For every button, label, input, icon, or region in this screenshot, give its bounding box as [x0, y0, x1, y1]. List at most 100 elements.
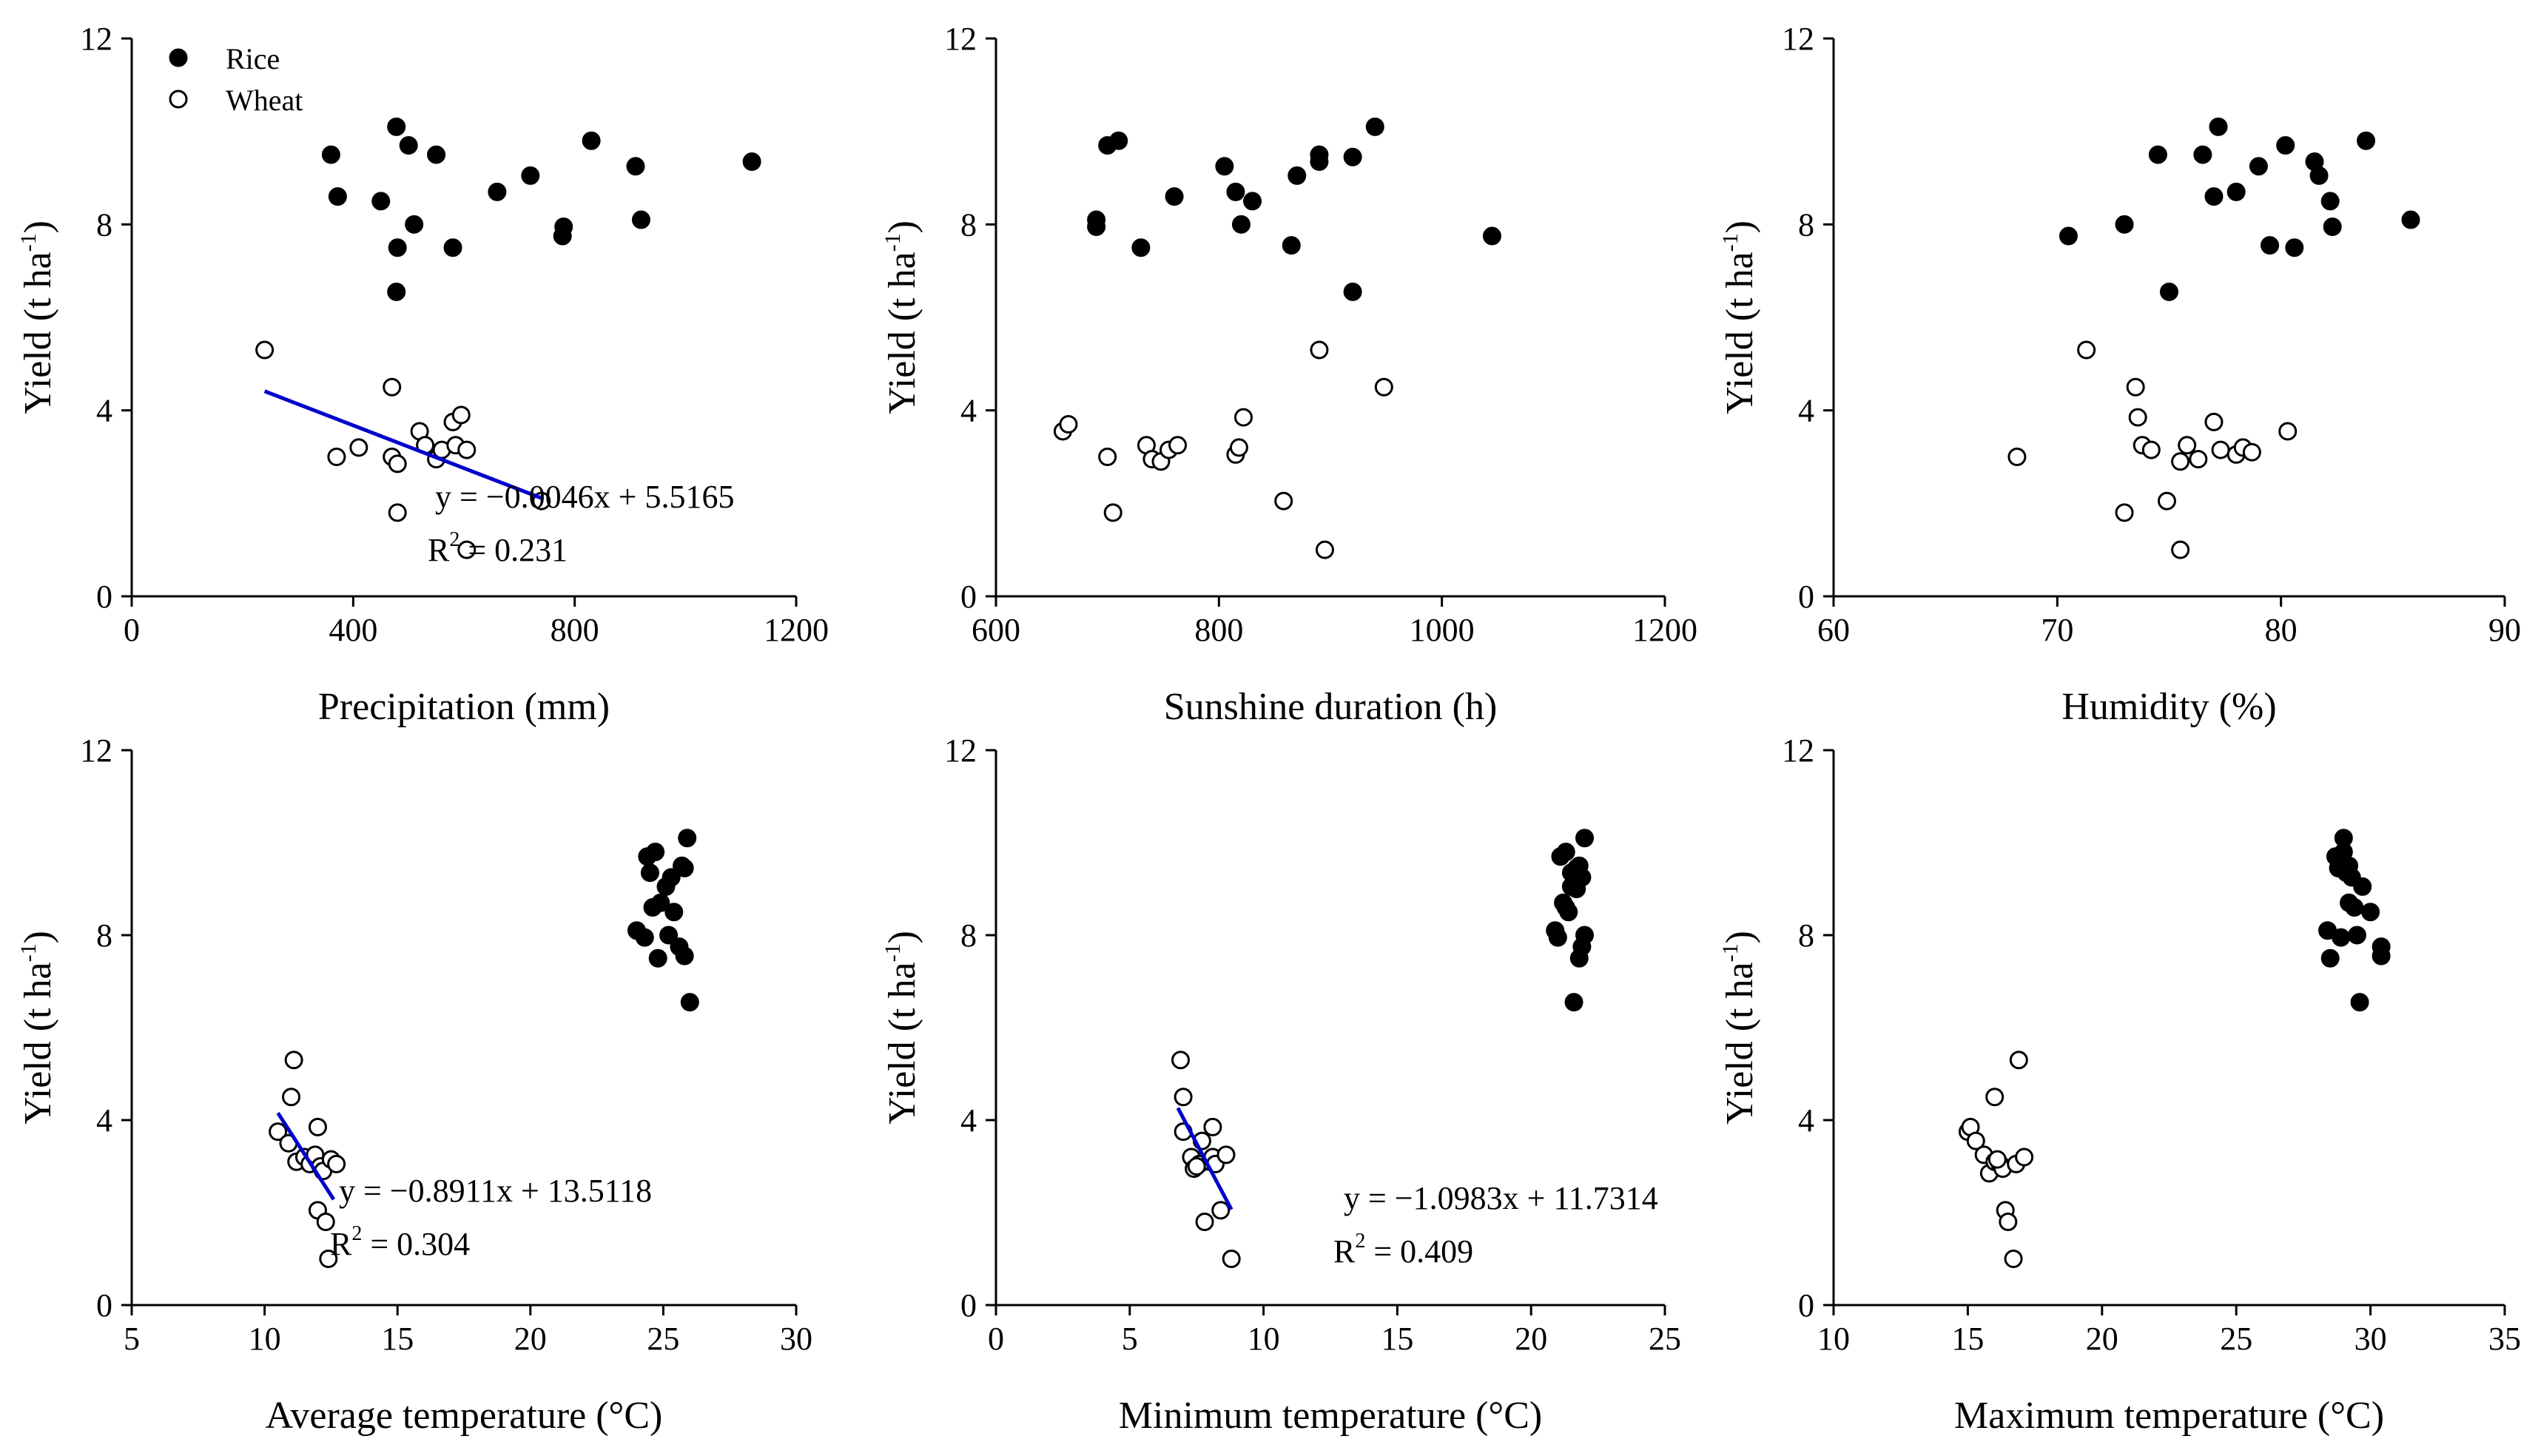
wheat-point [1203, 1117, 1222, 1136]
wheat-point [388, 454, 407, 473]
rice-point [1482, 226, 1501, 246]
wheat-point [1966, 1131, 1985, 1150]
x-tick-label: 15 [1951, 1321, 1984, 1357]
rice-point [582, 131, 601, 150]
wheat-point [308, 1117, 327, 1136]
rice-point [427, 145, 446, 164]
rice-point [678, 829, 697, 848]
rice-point [1165, 187, 1184, 206]
wheat-point [1999, 1213, 2018, 1231]
y-tick-label: 8 [1798, 206, 1814, 243]
x-tick-label: 20 [514, 1321, 547, 1357]
wheat-point [2141, 440, 2161, 459]
y-tick-label: 8 [96, 206, 112, 243]
rice-point [2401, 210, 2420, 229]
y-tick-label: 4 [960, 1102, 977, 1139]
y-axis-title: Yield (t ha-1) [16, 931, 59, 1125]
rice-point [648, 948, 667, 968]
rice-point [488, 182, 507, 201]
y-tick-label: 0 [96, 1287, 112, 1324]
wheat-point [2115, 503, 2134, 522]
x-tick-label: 60 [1817, 612, 1850, 648]
rice-point [675, 946, 694, 965]
chart-panel-2: 600 800 1000 1200 0 4 8 12 Sunshine duration (h)… [881, 21, 1697, 728]
wheat-point [388, 503, 407, 522]
y-tick-label: 0 [1798, 579, 1814, 615]
y-tick-label: 12 [1782, 21, 1814, 57]
wheat-point [2004, 1250, 2023, 1268]
fit-line [263, 389, 542, 500]
rice-point [1567, 880, 1586, 898]
rice-point [2249, 157, 2268, 176]
legend-wheat-marker [169, 90, 188, 109]
fit-line [1176, 1107, 1233, 1211]
y-tick-label: 12 [80, 21, 112, 57]
rice-point [1564, 993, 1583, 1012]
x-axis-title: Precipitation (mm) [318, 686, 610, 728]
rice-point [1575, 926, 1595, 945]
rice-point [2320, 948, 2340, 968]
rice-point [631, 210, 650, 229]
rice-point [2372, 946, 2391, 965]
y-tick-label: 4 [1798, 393, 1814, 429]
wheat-point [2171, 452, 2190, 471]
rice-point [2353, 877, 2372, 896]
wheat-point [255, 340, 275, 360]
x-tick-label: 5 [1122, 1321, 1138, 1357]
wheat-point [2178, 436, 2197, 455]
rice-point [664, 903, 684, 922]
wheat-point [1222, 1250, 1241, 1268]
wheat-point [451, 405, 471, 425]
x-axis-title: Humidity (%) [2061, 686, 2276, 728]
rice-point [2148, 145, 2167, 164]
rice-point [328, 187, 347, 206]
x-tick-label: 0 [124, 612, 140, 648]
x-tick-label: 70 [2041, 612, 2073, 648]
wheat-point [2278, 422, 2298, 441]
rice-point [662, 868, 681, 887]
wheat-point [457, 540, 477, 559]
rice-point [2115, 215, 2134, 234]
y-axis-title: Yield (t ha-1) [16, 220, 59, 414]
rice-point [553, 226, 572, 246]
y-tick-label: 0 [960, 579, 977, 615]
y-tick-label: 8 [960, 206, 977, 243]
rice-point [1215, 157, 1234, 176]
y-tick-label: 12 [944, 732, 977, 769]
x-tick-label: 90 [2488, 612, 2521, 648]
rice-point [675, 858, 694, 877]
wheat-point [1211, 1201, 1231, 1220]
rice-point [371, 192, 391, 211]
y-axis-title: Yield (t ha-1) [1718, 931, 1761, 1125]
rice-point [1559, 903, 1578, 922]
wheat-point [269, 1122, 288, 1142]
legend-rice-marker [169, 48, 188, 67]
rice-point [405, 215, 424, 234]
chart-panel-4: 5 10 15 20 25 30 0 4 8 12 Average temperature (°C)… [16, 732, 812, 1437]
wheat-point [2211, 440, 2230, 459]
x-tick-label: 10 [1248, 1321, 1280, 1357]
wheat-point [1274, 491, 1293, 510]
rice-point [680, 993, 699, 1012]
fit-r2: R2 = 0.304 [330, 1222, 470, 1262]
x-tick-label: 25 [647, 1321, 679, 1357]
wheat-point [319, 1250, 338, 1268]
rice-point [1231, 215, 1251, 234]
x-tick-label: 1200 [1632, 612, 1697, 648]
rice-point [1548, 928, 1567, 947]
wheat-point [282, 1088, 301, 1107]
wheat-point [1315, 540, 1334, 559]
wheat-point [2189, 450, 2208, 469]
rice-point [387, 117, 406, 136]
x-tick-label: 20 [2086, 1321, 2118, 1357]
x-tick-label: 10 [249, 1321, 281, 1357]
wheat-point [327, 448, 346, 466]
wheat-point [2009, 1051, 2028, 1070]
rice-point [2160, 282, 2178, 301]
chart-panel-3: 60 70 80 90 0 4 8 12 Humidity (%) Yield (t ha-1) [1718, 21, 2521, 728]
rice-point [1087, 217, 1106, 236]
fit-r2: R2 = 0.409 [1333, 1230, 1473, 1270]
rice-point [2276, 136, 2295, 155]
